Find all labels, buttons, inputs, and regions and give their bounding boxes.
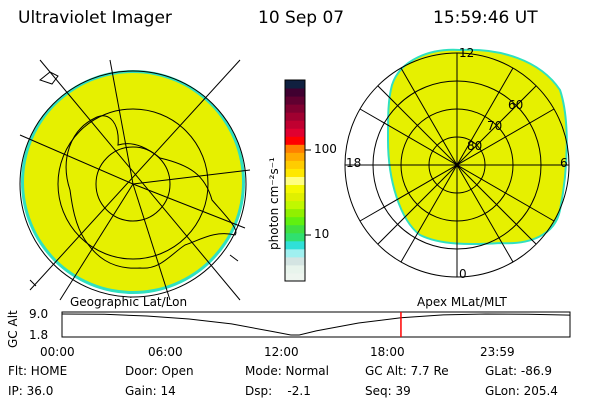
- colorbar-segment: [285, 208, 305, 218]
- colorbar-segment: [285, 216, 305, 226]
- colorbar-segment: [285, 200, 305, 210]
- xtick-1800: 18:00: [370, 345, 405, 359]
- colorbar-segment: [285, 144, 305, 153]
- colorbar-tick-10: 10: [314, 227, 330, 241]
- mlt-label-18: 18: [346, 156, 362, 170]
- colorbar-segment: [285, 152, 305, 161]
- colorbar-segment: [285, 224, 305, 234]
- xtick-2359: 23:59: [480, 345, 515, 359]
- lat-label-60: 60: [508, 98, 524, 112]
- colorbar-segment: [285, 160, 305, 169]
- colorbar-segment: [285, 184, 305, 194]
- time-label: 15:59:46 UT: [433, 8, 538, 28]
- altitude-line: [61, 313, 571, 336]
- colorbar-segment: [285, 112, 305, 121]
- colorbar-label: photon cm⁻²s⁻¹: [267, 157, 281, 250]
- apex-map: [344, 48, 570, 278]
- xtick-0000: 00:00: [40, 345, 75, 359]
- mlt-label-6: 6: [560, 156, 568, 170]
- altitude-timeline: [61, 311, 571, 338]
- colorbar-segment: [285, 120, 305, 129]
- colorbar-segment: [285, 272, 305, 282]
- status-filter: Flt: HOME: [8, 364, 68, 378]
- colorbar-segment: [285, 128, 305, 137]
- colorbar-segment: [285, 192, 305, 202]
- geographic-label: Geographic Lat/Lon: [70, 295, 188, 309]
- colorbar-tick-100: 100: [314, 142, 337, 156]
- colorbar-segment: [285, 232, 305, 242]
- date-label: 10 Sep 07: [258, 8, 345, 28]
- mlt-label-0: 0: [459, 267, 467, 281]
- colorbar-segment: [285, 88, 305, 97]
- status-seq: Seq: 39: [365, 384, 411, 398]
- status-mode: Mode: Normal: [245, 364, 329, 378]
- colorbar-segment: [285, 96, 305, 105]
- lat-label-80: 80: [467, 139, 483, 153]
- geographic-map: [19, 59, 251, 301]
- colorbar-segment: [285, 264, 305, 274]
- colorbar-segment: [285, 248, 305, 258]
- xtick-1200: 12:00: [264, 345, 299, 359]
- status-door: Door: Open: [125, 364, 194, 378]
- ytick-1-8: 1.8: [29, 328, 49, 342]
- status-gain: Gain: 14: [125, 384, 176, 398]
- colorbar: [285, 80, 305, 282]
- status-dsp: Dsp: -2.1: [245, 384, 311, 398]
- colorbar-segment: [285, 80, 305, 89]
- colorbar-segment: [285, 136, 305, 145]
- colorbar-segment: [285, 240, 305, 250]
- timeline-ylabel: GC Alt: [6, 310, 20, 348]
- mlt-label-12: 12: [459, 46, 475, 60]
- status-glon: GLon: 205.4: [485, 384, 558, 398]
- apex-label: Apex MLat/MLT: [417, 295, 507, 309]
- lat-label-70: 70: [487, 119, 503, 133]
- status-ip: IP: 36.0: [8, 384, 54, 398]
- colorbar-segment: [285, 256, 305, 266]
- ytick-9: 9.0: [29, 307, 49, 321]
- colorbar-segment: [285, 176, 305, 186]
- status-gc-alt: GC Alt: 7.7 Re: [365, 364, 449, 378]
- colorbar-segment: [285, 104, 305, 113]
- colorbar-segment: [285, 168, 305, 177]
- status-glat: GLat: -86.9: [485, 364, 552, 378]
- xtick-0600: 06:00: [148, 345, 183, 359]
- instrument-title: Ultraviolet Imager: [18, 8, 172, 28]
